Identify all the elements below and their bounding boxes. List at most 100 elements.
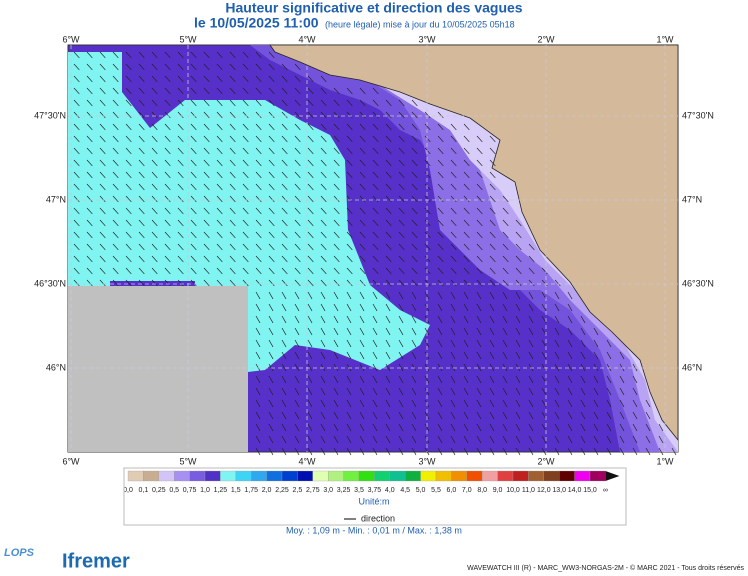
direction-arrow <box>398 435 404 444</box>
direction-arrow <box>268 231 275 239</box>
direction-arrow <box>125 123 132 131</box>
direction-arrow <box>619 435 625 444</box>
direction-arrow <box>294 351 300 360</box>
direction-arrow <box>112 123 119 131</box>
direction-arrow <box>541 327 547 336</box>
direction-arrow <box>86 279 93 287</box>
direction-arrow <box>164 267 171 275</box>
direction-arrow <box>190 231 197 239</box>
direction-arrow <box>177 207 184 215</box>
direction-arrow <box>242 159 249 167</box>
direction-arrow <box>437 387 443 396</box>
direction-arrow <box>177 63 184 71</box>
direction-arrow <box>645 399 651 408</box>
direction-arrow <box>320 447 326 456</box>
direction-arrow <box>476 243 483 251</box>
direction-arrow <box>398 183 405 191</box>
direction-arrow <box>450 387 456 396</box>
direction-arrow <box>268 183 275 191</box>
direction-arrow <box>580 363 586 372</box>
direction-arrow <box>502 327 508 336</box>
direction-arrow <box>398 135 405 143</box>
direction-arrow <box>151 207 158 215</box>
direction-arrow <box>190 111 197 119</box>
direction-arrow <box>268 51 275 59</box>
direction-arrow <box>619 351 625 360</box>
direction-arrow <box>255 339 261 348</box>
direction-arrow <box>112 243 119 251</box>
direction-arrow <box>125 63 132 71</box>
direction-arrow <box>567 423 573 432</box>
direction-arrow <box>385 363 391 372</box>
direction-arrow <box>151 195 158 203</box>
direction-arrow <box>99 63 106 71</box>
direction-arrow <box>151 99 158 107</box>
direction-arrow <box>580 423 586 432</box>
legend-swatch <box>204 470 221 482</box>
direction-arrow <box>73 51 80 59</box>
direction-arrow <box>229 183 236 191</box>
direction-arrow <box>268 147 275 155</box>
direction-arrow <box>255 171 262 179</box>
direction-arrow <box>99 51 106 59</box>
direction-arrow <box>86 243 93 251</box>
direction-arrow <box>307 87 314 95</box>
direction-arrow <box>99 279 106 287</box>
direction-arrow <box>424 219 431 227</box>
direction-arrow <box>268 303 274 312</box>
direction-arrow <box>281 63 288 71</box>
direction-arrow <box>255 123 262 131</box>
direction-arrow <box>320 315 326 324</box>
direction-arrow <box>255 207 262 215</box>
direction-arrow <box>502 219 509 227</box>
legend-label: 11,0 <box>522 487 535 494</box>
direction-arrow <box>359 255 366 263</box>
direction-arrow <box>385 315 391 324</box>
direction-arrow <box>411 207 418 215</box>
direction-arrow <box>528 291 534 300</box>
legend-label: 4,5 <box>400 487 410 494</box>
legend-label: 0,1 <box>139 487 149 494</box>
direction-arrow <box>216 207 223 215</box>
legend-label: 5,5 <box>431 487 441 494</box>
direction-arrow <box>411 291 417 300</box>
direction-arrow <box>151 63 158 71</box>
direction-arrow <box>554 375 560 384</box>
direction-arrow <box>190 159 197 167</box>
direction-arrow <box>190 183 197 191</box>
direction-arrow <box>346 111 353 119</box>
direction-arrow <box>398 375 404 384</box>
direction-arrow <box>450 231 457 239</box>
lon-label: 3°W <box>418 34 436 44</box>
direction-arrow <box>398 255 405 263</box>
direction-arrow <box>333 351 339 360</box>
direction-arrow <box>255 135 262 143</box>
direction-arrow <box>151 231 158 239</box>
direction-arrow <box>489 387 495 396</box>
direction-arrow <box>372 195 379 203</box>
direction-arrow <box>99 135 106 143</box>
direction-arrow <box>125 267 132 275</box>
direction-arrow <box>307 147 314 155</box>
direction-arrow <box>515 339 521 348</box>
direction-arrow <box>268 63 275 71</box>
direction-arrow <box>307 123 314 131</box>
legend-swatch <box>235 470 252 482</box>
direction-arrow <box>606 351 612 360</box>
direction-arrow <box>255 147 262 155</box>
direction-arrow <box>411 303 417 312</box>
direction-arrow <box>489 231 496 239</box>
direction-arrow <box>554 387 560 396</box>
direction-arrow <box>86 147 93 155</box>
direction-arrow <box>203 195 210 203</box>
direction-arrow <box>320 255 327 263</box>
direction-arrow <box>255 255 262 263</box>
direction-arrow <box>372 303 378 312</box>
legend-swatch <box>312 470 329 482</box>
direction-arrow <box>359 207 366 215</box>
direction-arrow <box>502 447 508 456</box>
direction-arrow <box>515 315 521 324</box>
direction-arrow <box>333 423 339 432</box>
direction-arrow <box>307 279 314 287</box>
direction-arrow <box>333 267 340 275</box>
